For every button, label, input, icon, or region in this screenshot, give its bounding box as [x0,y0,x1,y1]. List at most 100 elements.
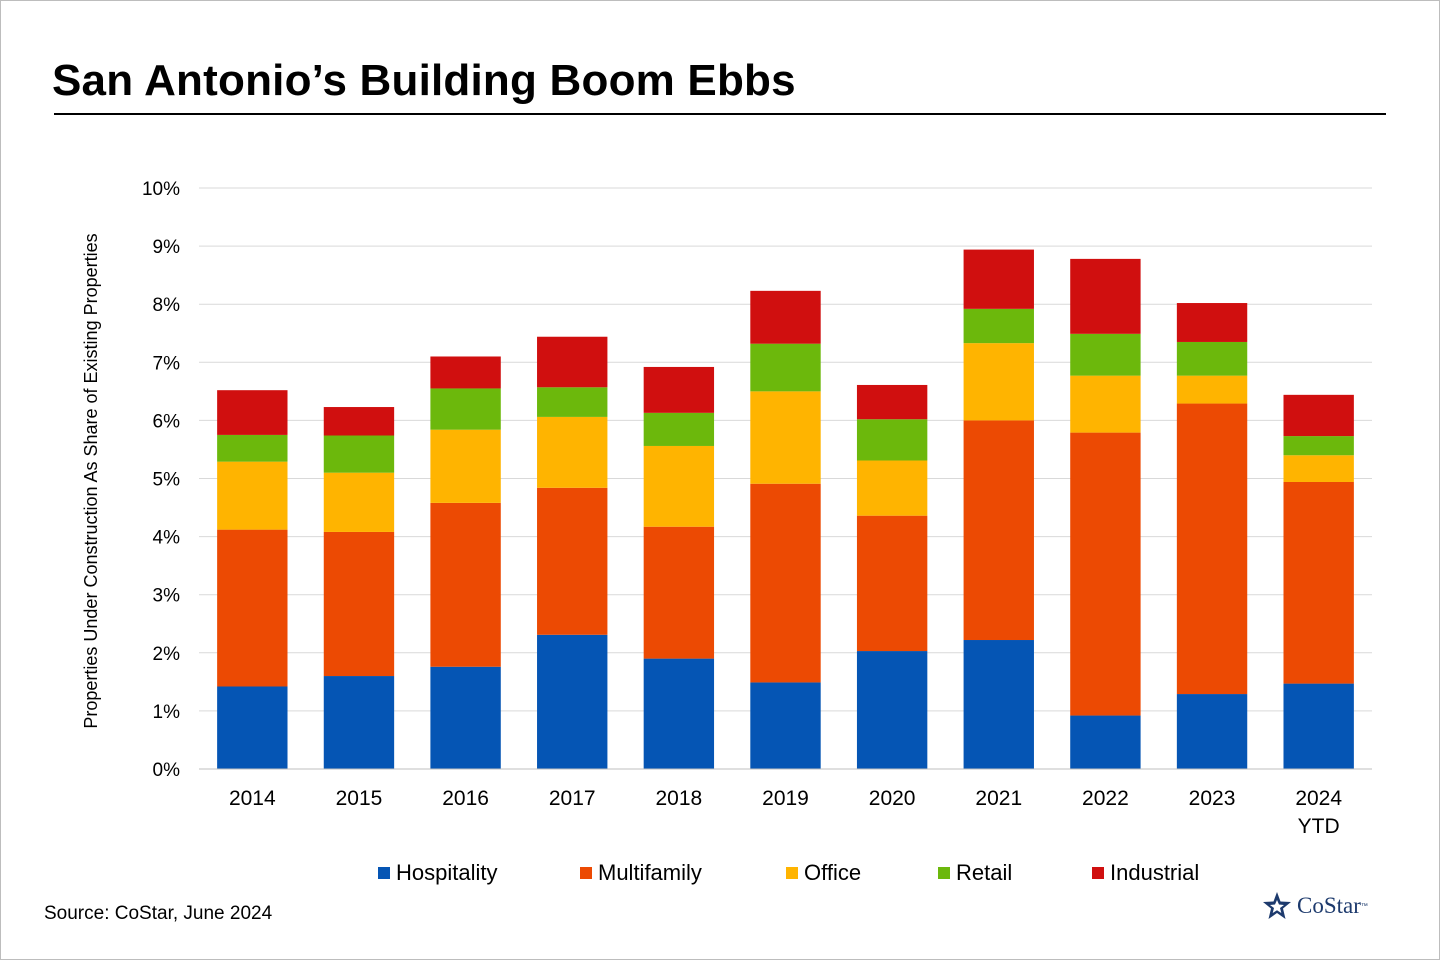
bar-segment-hospitality-2020 [856,651,928,769]
y-tick-label: 5% [153,470,181,491]
y-axis-label: Properties Under Construction As Share o… [81,233,101,728]
bar-segment-multifamily-2023 [1176,403,1248,695]
bar-segment-multifamily-2021 [963,420,1034,641]
bar-segment-retail-2018 [643,412,715,446]
bar-segment-multifamily-2022 [1070,432,1141,716]
chart-legend: Hospitality Multifamily Office Retail Indust… [0,858,1440,888]
bar-segment-office-2015 [323,472,395,532]
bar-segment-multifamily-2018 [643,526,715,659]
bar-segment-retail-2015 [323,435,395,473]
bar-segment-industrial-2021 [963,249,1034,309]
y-tick-label: 3% [153,586,181,607]
bar-segment-office-2023 [1176,375,1248,404]
bar-segment-hospitality-2019 [750,682,821,769]
bar-segment-hospitality-2018 [643,658,715,769]
y-tick-label: 2% [153,644,181,665]
bar-segment-retail-2017 [537,387,608,417]
bar-segment-industrial-2018 [643,366,715,413]
legend-label: Retail [956,860,1013,885]
bar-segment-office-2016 [430,429,501,503]
x-tick-label: 2015 [336,787,383,810]
bar-segment-retail-2023 [1176,341,1248,376]
legend-item-industrial: Industrial [1092,858,1199,888]
bar-segment-office-2022 [1070,375,1141,433]
x-tick-label: 2016 [442,787,489,810]
bar-segment-hospitality-2021 [963,640,1034,769]
bar-segment-industrial-2024-ytd [1283,394,1354,437]
bar-segment-multifamily-2014 [217,529,288,687]
y-tick-label: 10% [142,179,180,200]
costar-trademark: ™ [1360,902,1368,910]
bar-segment-retail-2021 [963,308,1034,344]
x-tick-label: 2017 [549,787,596,810]
bar-segment-industrial-2016 [430,356,501,389]
bar-segment-industrial-2019 [750,290,821,344]
bar-segment-industrial-2014 [217,390,288,435]
y-tick-label: 9% [153,237,181,258]
bar-segment-hospitality-2023 [1176,694,1248,769]
legend-swatch [580,867,592,879]
bar-segment-office-2021 [963,343,1034,421]
legend-item-hospitality: Hospitality [378,858,497,888]
costar-wordmark: CoStar [1297,893,1361,918]
bar-segment-multifamily-2016 [430,502,501,667]
title-rule [54,113,1386,115]
legend-swatch [1092,867,1104,879]
legend-swatch [938,867,950,879]
bar-segment-industrial-2017 [537,336,608,388]
x-tick-label: 2022 [1082,787,1129,810]
bar-segment-office-2017 [537,416,608,488]
x-tick-label: 2024 [1295,787,1342,810]
x-tick-label: 2018 [656,787,703,810]
y-tick-label: 1% [153,702,181,723]
y-tick-label: 4% [153,528,181,549]
x-tick-label: 2021 [975,787,1022,810]
bar-segment-hospitality-2024-ytd [1283,683,1354,769]
legend-item-multifamily: Multifamily [580,858,702,888]
bar-segment-retail-2019 [750,343,821,392]
bar-segment-retail-2020 [856,419,928,461]
legend-label: Industrial [1110,860,1200,885]
legend-label: Hospitality [396,860,498,885]
bar-segment-office-2019 [750,391,821,484]
x-tick-label: 2020 [869,787,916,810]
y-tick-label: 6% [153,411,181,432]
x-tick-label: YTD [1298,815,1340,838]
source-note: Source: CoStar, June 2024 [44,903,273,924]
bar-segment-office-2018 [643,445,715,527]
bar-segment-hospitality-2022 [1070,715,1141,769]
y-tick-label: 0% [153,760,181,781]
bar-segment-retail-2022 [1070,333,1141,376]
y-tick-label: 8% [153,295,181,316]
costar-star-icon [1263,892,1291,919]
bar-segment-industrial-2015 [323,407,395,436]
bar-segment-hospitality-2014 [217,686,288,769]
legend-item-retail: Retail [938,858,1012,888]
y-tick-label: 7% [153,353,181,374]
bar-segment-industrial-2022 [1070,258,1141,334]
bar-segment-multifamily-2015 [323,531,395,677]
bar-segment-retail-2016 [430,388,501,430]
bar-segment-multifamily-2017 [537,487,608,635]
bar-segment-multifamily-2019 [750,483,821,683]
bar-segment-multifamily-2024-ytd [1283,481,1354,684]
bar-segment-industrial-2020 [856,384,928,420]
bar-segment-retail-2014 [217,434,288,462]
bar-segment-retail-2024-ytd [1283,436,1354,456]
x-tick-label: 2023 [1189,787,1236,810]
bar-segment-office-2014 [217,461,288,530]
x-tick-label: 2014 [229,787,276,810]
chart-title: San Antonio’s Building Boom Ebbs [52,56,796,105]
bar-segment-office-2024-ytd [1283,455,1354,482]
bar-segment-hospitality-2015 [323,676,395,769]
legend-item-office: Office [786,858,861,888]
bar-segment-industrial-2023 [1176,303,1248,342]
bar-segment-hospitality-2016 [430,666,501,769]
bar-segment-office-2020 [856,460,928,516]
legend-swatch [786,867,798,879]
legend-label: Office [804,860,862,885]
bars [217,249,1354,769]
legend-label: Multifamily [598,860,702,885]
costar-logo: CoStar ™ [1261,891,1368,921]
